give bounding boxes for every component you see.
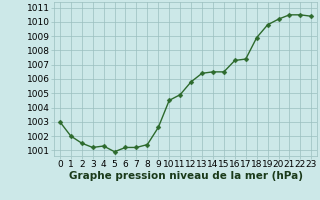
X-axis label: Graphe pression niveau de la mer (hPa): Graphe pression niveau de la mer (hPa) bbox=[68, 171, 303, 181]
